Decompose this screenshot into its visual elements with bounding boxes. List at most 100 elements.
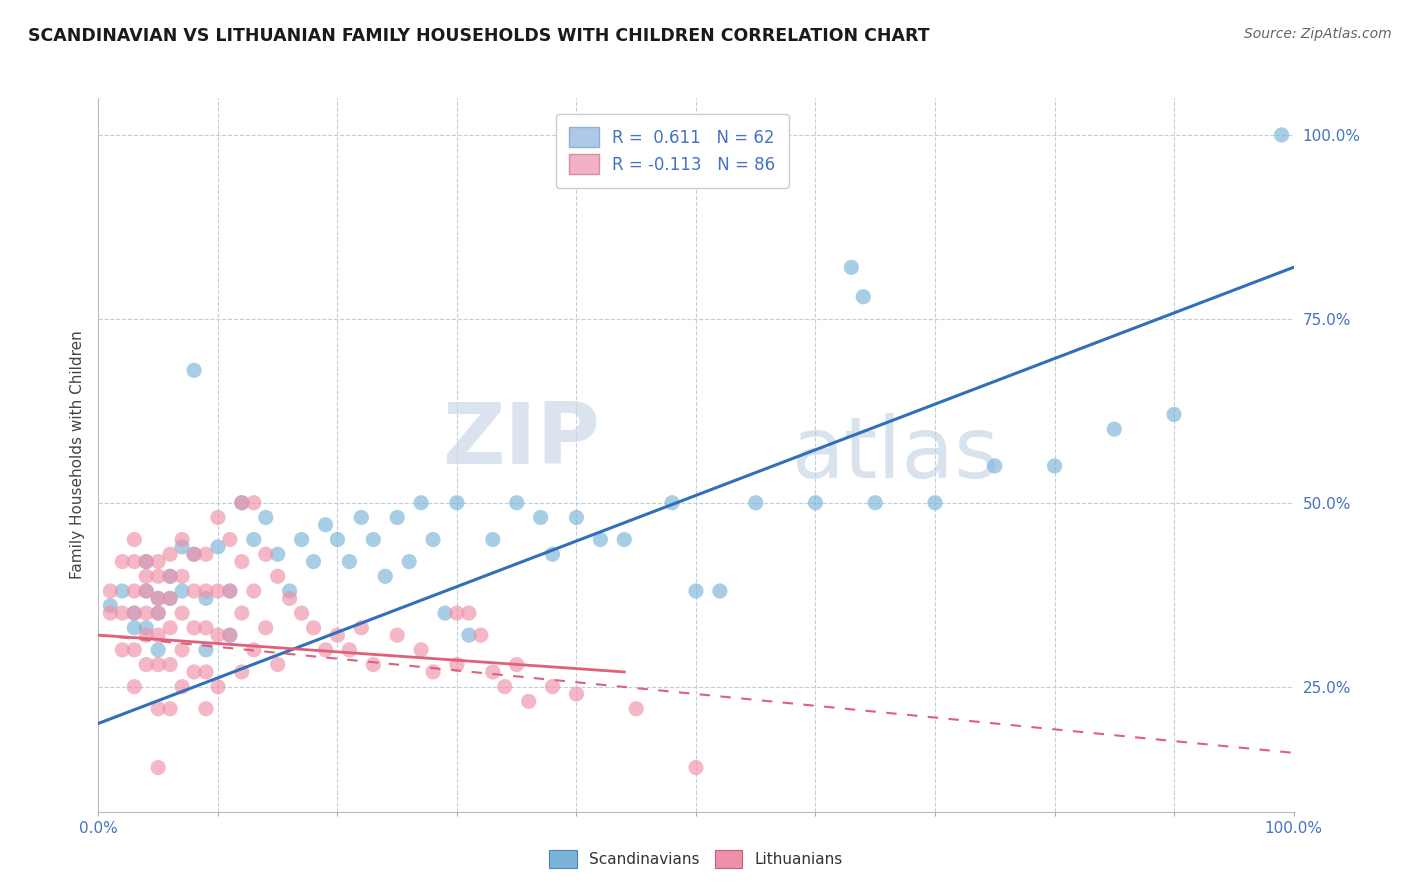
Point: [541, 680, 564, 694]
Point: [148, 657, 170, 672]
Point: [231, 496, 253, 510]
Point: [1102, 422, 1125, 436]
Point: [267, 547, 290, 561]
Point: [613, 533, 636, 547]
Point: [159, 591, 181, 606]
Point: [172, 584, 194, 599]
Point: [243, 643, 266, 657]
Point: [111, 555, 134, 569]
Point: [148, 761, 170, 775]
Point: [124, 606, 146, 620]
Point: [172, 540, 194, 554]
Point: [194, 584, 217, 599]
Point: [98, 606, 122, 620]
Point: [159, 702, 181, 716]
Point: [207, 510, 229, 524]
Point: [172, 533, 194, 547]
Point: [111, 584, 134, 599]
Point: [219, 584, 242, 599]
Point: [124, 555, 146, 569]
Point: [326, 628, 349, 642]
Point: [541, 547, 564, 561]
Point: [506, 657, 529, 672]
Point: [302, 621, 325, 635]
Point: [124, 680, 146, 694]
Point: [98, 599, 122, 613]
Point: [458, 628, 481, 642]
Point: [159, 591, 181, 606]
Point: [148, 555, 170, 569]
Point: [661, 496, 683, 510]
Point: [124, 584, 146, 599]
Point: [302, 555, 325, 569]
Point: [363, 657, 385, 672]
Point: [385, 510, 409, 524]
Point: [624, 702, 647, 716]
Point: [243, 533, 266, 547]
Point: [148, 569, 170, 583]
Point: [254, 510, 277, 524]
Point: [159, 657, 181, 672]
Point: [709, 584, 731, 599]
Point: [565, 687, 588, 701]
Point: [1271, 128, 1294, 142]
Point: [350, 510, 373, 524]
Point: [135, 555, 157, 569]
Point: [194, 621, 217, 635]
Point: [231, 496, 253, 510]
Point: [135, 606, 157, 620]
Point: [839, 260, 862, 275]
Point: [231, 606, 253, 620]
Point: [470, 628, 492, 642]
Point: [194, 702, 217, 716]
Point: [278, 591, 301, 606]
Point: [745, 496, 768, 510]
Legend: Scandinavians, Lithuanians: Scandinavians, Lithuanians: [541, 843, 851, 875]
Point: [446, 606, 468, 620]
Point: [411, 643, 433, 657]
Point: [458, 606, 481, 620]
Point: [374, 569, 396, 583]
Point: [254, 621, 277, 635]
Point: [565, 510, 588, 524]
Point: [278, 584, 301, 599]
Point: [183, 363, 205, 377]
Point: [219, 628, 242, 642]
Point: [481, 533, 505, 547]
Point: [863, 496, 886, 510]
Point: [231, 555, 253, 569]
Text: atlas: atlas: [792, 413, 1000, 497]
Point: [290, 533, 312, 547]
Point: [804, 496, 827, 510]
Point: [924, 496, 946, 510]
Point: [135, 621, 157, 635]
Point: [494, 680, 516, 694]
Point: [124, 621, 146, 635]
Text: Source: ZipAtlas.com: Source: ZipAtlas.com: [1244, 27, 1392, 41]
Point: [183, 584, 205, 599]
Point: [98, 584, 122, 599]
Point: [194, 665, 217, 679]
Point: [337, 555, 360, 569]
Point: [148, 591, 170, 606]
Point: [159, 547, 181, 561]
Point: [589, 533, 612, 547]
Point: [159, 569, 181, 583]
Point: [219, 533, 242, 547]
Point: [172, 606, 194, 620]
Point: [111, 643, 134, 657]
Point: [111, 606, 134, 620]
Point: [315, 517, 337, 532]
Point: [148, 606, 170, 620]
Point: [398, 555, 420, 569]
Point: [183, 547, 205, 561]
Point: [685, 584, 707, 599]
Point: [446, 496, 468, 510]
Point: [1043, 458, 1066, 473]
Point: [135, 584, 157, 599]
Point: [219, 584, 242, 599]
Point: [124, 643, 146, 657]
Point: [852, 290, 875, 304]
Point: [411, 496, 433, 510]
Point: [254, 547, 277, 561]
